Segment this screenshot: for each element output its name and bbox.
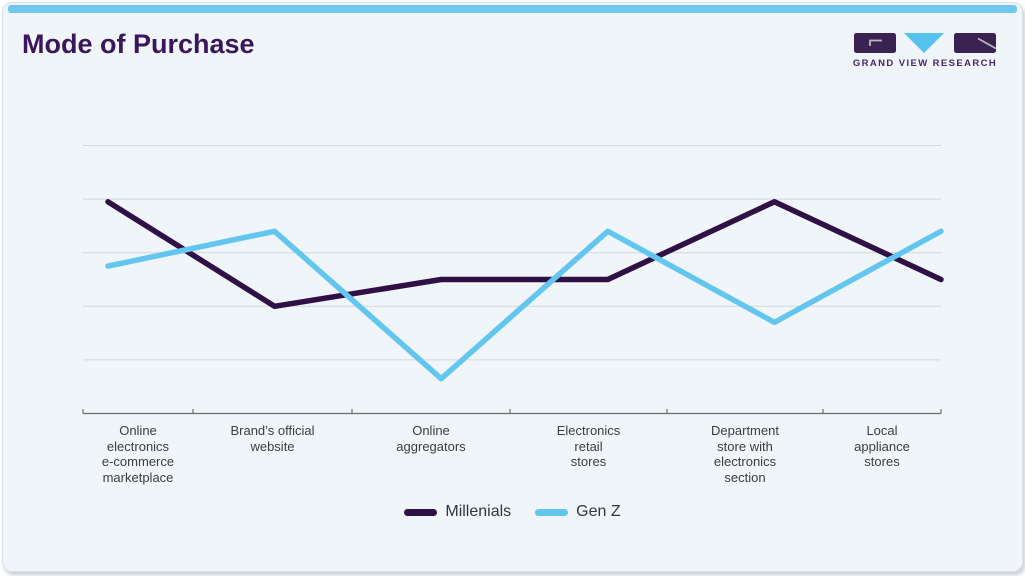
x-axis-label: Electronics retail stores bbox=[556, 423, 621, 469]
genz-swatch bbox=[535, 508, 569, 516]
logo-text: GRAND VIEW RESEARCH bbox=[852, 58, 998, 69]
series-line-millenials bbox=[105, 199, 944, 310]
x-axis-label: Local appliance stores bbox=[854, 423, 910, 469]
x-axis-label: Brand’s official website bbox=[230, 423, 315, 454]
gvr-monogram-icon bbox=[854, 33, 997, 53]
legend-item-genz: Gen Z bbox=[535, 503, 621, 521]
accent-bar bbox=[8, 5, 1017, 13]
legend-item-millenials: Millenials bbox=[404, 503, 511, 521]
logo-r-block bbox=[954, 33, 996, 53]
logo-g-block bbox=[854, 33, 896, 53]
page-title: Mode of Purchase bbox=[22, 29, 255, 59]
legend-label-millenials: Millenials bbox=[445, 503, 512, 520]
x-axis-label: Online electronics e-commerce marketplac… bbox=[101, 423, 175, 485]
millenials-swatch bbox=[404, 508, 438, 516]
series-line-gen-z bbox=[105, 228, 944, 382]
logo-r-glyph bbox=[977, 37, 997, 50]
logo-v-triangle-icon bbox=[904, 33, 944, 53]
x-axis-label: Online aggregators bbox=[396, 423, 466, 454]
legend: Millenials Gen Z bbox=[3, 503, 1022, 521]
logo-g-glyph bbox=[869, 39, 882, 46]
legend-label-genz: Gen Z bbox=[576, 503, 621, 520]
x-axis-label: Department store with electronics sectio… bbox=[711, 423, 779, 485]
gvr-logo: GRAND VIEW RESEARCH bbox=[851, 30, 999, 69]
